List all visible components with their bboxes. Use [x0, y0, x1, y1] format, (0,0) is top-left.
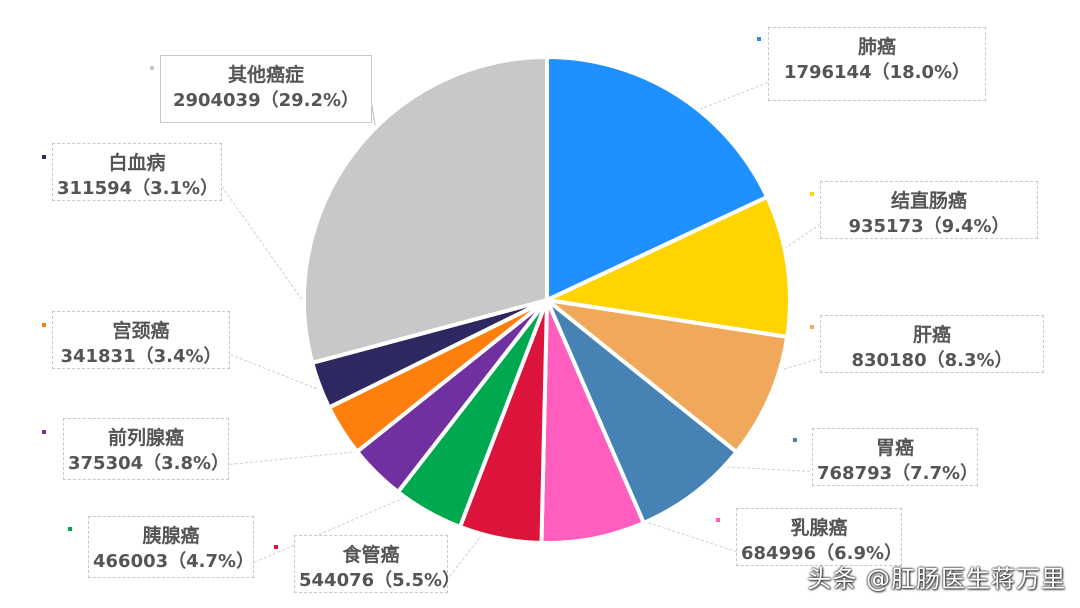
leader-line — [228, 446, 402, 465]
data-label: 肺癌 1796144（18.0%） — [768, 27, 986, 101]
data-label-name: 肝癌 — [912, 324, 951, 346]
legend-marker-icon — [150, 66, 154, 70]
data-label-value: 375304（3.8%） — [68, 453, 230, 474]
data-label: 结直肠癌 935173（9.4%） — [820, 181, 1038, 239]
legend-marker-icon — [42, 430, 46, 434]
data-label-name: 胃癌 — [875, 437, 914, 459]
leader-line — [221, 186, 355, 374]
pie-slice — [545, 298, 740, 526]
legend-marker-icon — [42, 323, 46, 327]
legend-marker-icon — [716, 518, 720, 522]
data-label: 胰腺癌 466003（4.7%） — [88, 516, 254, 578]
data-label-value: 544076（5.5%） — [299, 570, 461, 591]
data-label-name: 其他癌症 — [227, 64, 304, 86]
pie-slice — [540, 194, 792, 340]
data-label-name: 结直肠癌 — [890, 190, 967, 212]
data-label: 乳腺癌 684996（6.9%） — [736, 508, 902, 566]
data-label-value: 1796144（18.0%） — [783, 62, 971, 83]
legend-marker-icon — [793, 438, 797, 442]
data-label: 胃癌 768793（7.7%） — [812, 428, 978, 486]
data-label-name: 乳腺癌 — [790, 517, 848, 539]
data-label: 白血病 311594（3.1%） — [52, 143, 222, 201]
data-label: 肝癌 830180（8.3%） — [820, 315, 1044, 373]
data-label-name: 胰腺癌 — [142, 525, 200, 547]
legend-marker-icon — [274, 545, 278, 549]
data-label-value: 684996（6.9%） — [741, 543, 903, 564]
data-label-name: 宫颈癌 — [112, 320, 170, 342]
data-label-value: 341831（3.4%） — [60, 346, 222, 367]
data-label-name: 食管癌 — [342, 544, 400, 566]
legend-marker-icon — [757, 37, 761, 41]
pie-slice — [539, 299, 647, 545]
pie-slice — [302, 54, 549, 366]
data-label-value: 311594（3.1%） — [57, 178, 219, 199]
leader-line — [735, 358, 821, 384]
legend-marker-icon — [42, 155, 46, 159]
data-label-value: 2904039（29.2%） — [172, 90, 360, 111]
legend-marker-icon — [68, 527, 72, 531]
watermark: 头条 @肛肠医生蒋万里 — [807, 565, 1066, 593]
legend-marker-icon — [810, 192, 814, 196]
data-label: 其他癌症 2904039（29.2%） — [160, 55, 372, 123]
data-label: 宫颈癌 341831（3.4%） — [52, 311, 230, 369]
data-label: 前列腺癌 375304（3.8%） — [63, 418, 229, 480]
data-label-value: 830180（8.3%） — [851, 350, 1013, 371]
data-label-value: 935173（9.4%） — [848, 216, 1010, 237]
data-label-name: 肺癌 — [857, 36, 896, 58]
legend-marker-icon — [810, 325, 814, 329]
data-label-value: 466003（4.7%） — [93, 551, 255, 572]
data-label-name: 白血病 — [108, 152, 166, 174]
data-label: 食管癌 544076（5.5%） — [294, 535, 461, 593]
leader-line — [672, 463, 813, 472]
pie-slice — [545, 54, 770, 304]
pie-slice — [539, 296, 790, 455]
data-label-name: 前列腺癌 — [107, 427, 184, 449]
data-label-value: 768793（7.7%） — [817, 463, 979, 484]
